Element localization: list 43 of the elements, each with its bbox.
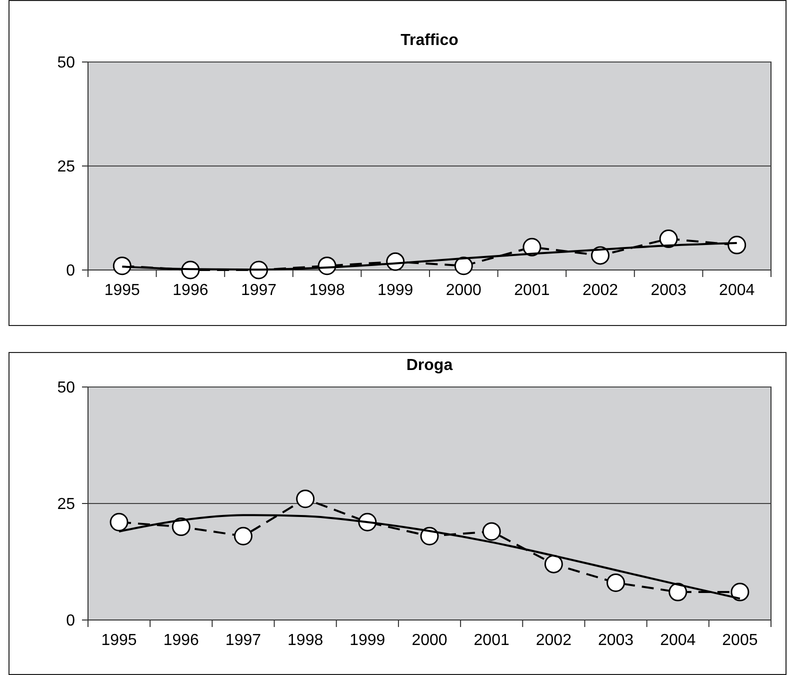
x-tick-label: 2003	[598, 632, 634, 649]
x-tick-label: 2002	[536, 632, 572, 649]
point	[234, 526, 252, 546]
y-tick-label: 25	[57, 496, 76, 514]
point	[454, 256, 473, 276]
point	[112, 256, 132, 276]
y-tick-label: 0	[66, 612, 76, 630]
y-tick-label: 0	[66, 262, 76, 280]
x-tick-label: 1998	[309, 282, 345, 299]
x-tick-label: 1997	[225, 632, 262, 649]
x-tick-label: 2000	[412, 632, 448, 649]
x-tick-label: 1999	[350, 632, 386, 649]
point	[668, 582, 688, 602]
x-tick-label: 2003	[650, 282, 686, 299]
x-tick-label: 2001	[474, 632, 510, 649]
point	[730, 582, 750, 602]
x-tick-label: 2000	[446, 282, 482, 299]
x-tick-label: 2004	[719, 282, 755, 299]
x-tick-label: 2005	[722, 632, 758, 649]
x-tick-label: 1998	[288, 632, 324, 649]
x-tick-label: 1995	[101, 632, 137, 649]
point	[296, 490, 315, 508]
x-tick-label: 2001	[514, 282, 550, 299]
point	[544, 554, 563, 574]
y-tick-label: 25	[57, 158, 76, 176]
point	[728, 236, 746, 254]
point	[172, 518, 190, 536]
chart-title: Droga	[406, 357, 453, 374]
x-tick-label: 2004	[660, 632, 696, 649]
y-tick-label: 50	[57, 54, 76, 72]
point	[482, 522, 501, 541]
point	[110, 512, 128, 532]
x-tick-label: 1995	[104, 282, 140, 299]
x-tick-label: 1996	[163, 632, 200, 649]
x-tick-label: 2002	[582, 282, 618, 299]
y-tick-label: 50	[57, 380, 76, 397]
point	[606, 573, 626, 592]
x-tick-label: 1996	[172, 282, 208, 299]
x-tick-label: 1997	[240, 282, 277, 299]
point	[522, 238, 542, 256]
chart-title: Traffico	[400, 32, 459, 49]
x-tick-label: 1999	[378, 282, 414, 299]
point	[659, 230, 678, 248]
